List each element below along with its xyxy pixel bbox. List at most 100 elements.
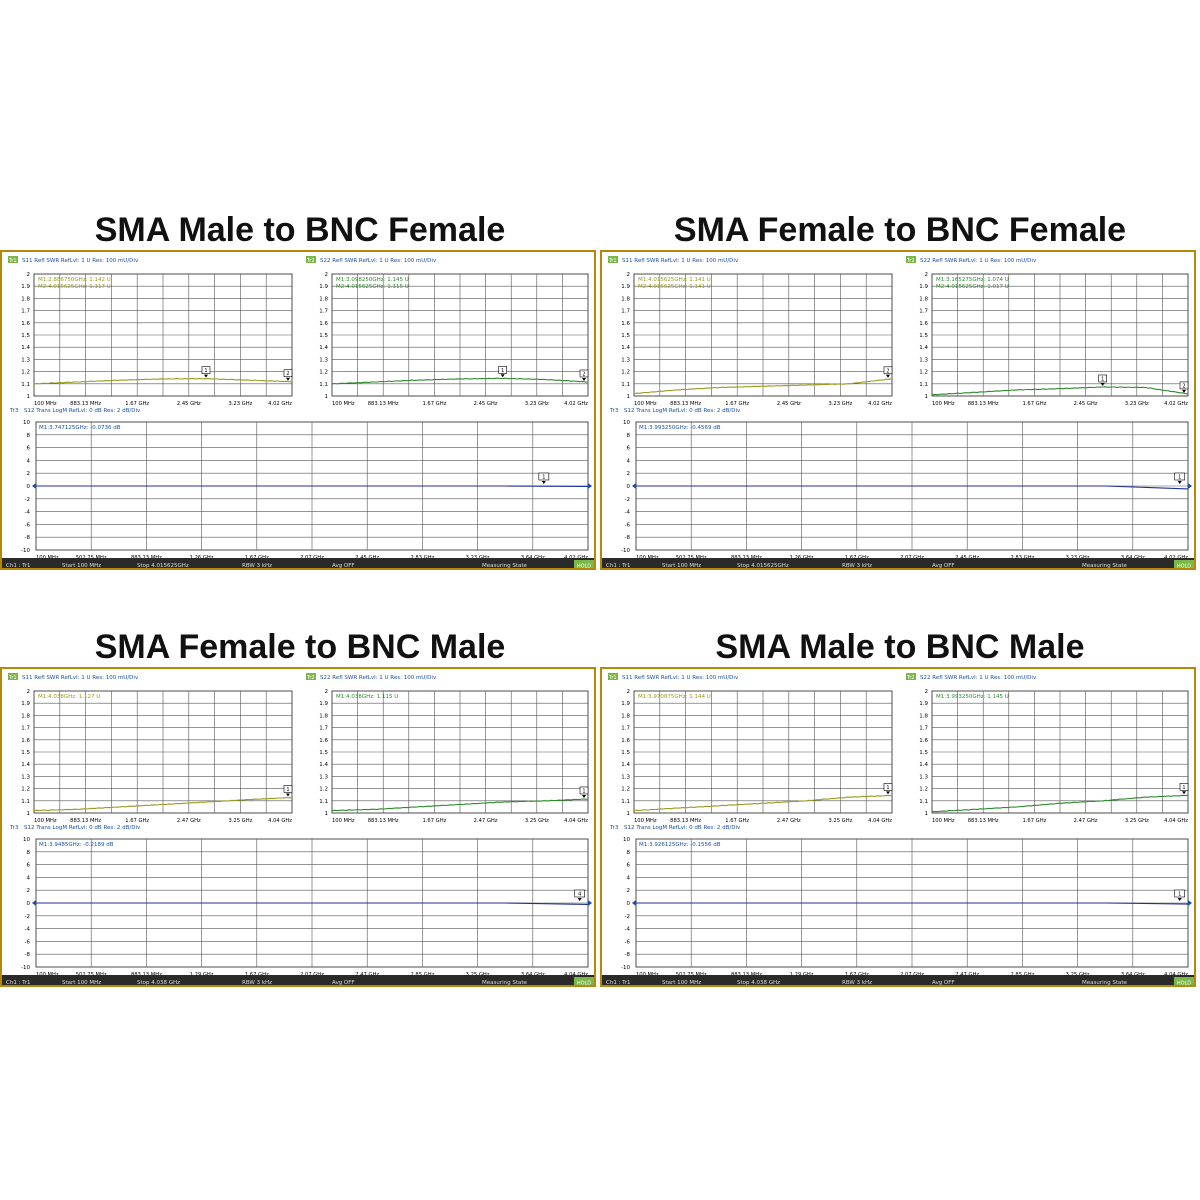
marker-flag[interactable] <box>883 783 893 791</box>
trace-badge[interactable] <box>8 673 18 680</box>
s22-chart: Tr2 S22 Refl SWR RefLvl: 1 U Res: 100 mU/… <box>906 256 1189 407</box>
marker-flag[interactable] <box>201 366 211 374</box>
hold-indicator[interactable] <box>574 977 594 987</box>
s22-trace[interactable] <box>331 377 589 385</box>
y-tick-label: 6 <box>627 863 631 869</box>
marker-arrow-icon <box>1177 481 1182 484</box>
y-tick-label: 10 <box>23 420 30 426</box>
marker-flag[interactable] <box>579 369 589 378</box>
y-tick-label: 1.9 <box>919 284 928 290</box>
s12-chart: Tr3 S12 Trans LogM RefLvl: 0 dB Res: 2 dB… <box>9 408 592 561</box>
x-tick-label: 100 MHz <box>634 401 657 407</box>
trace-id: Tr3 <box>9 408 19 414</box>
s11-trace[interactable] <box>33 377 293 385</box>
analyzer-screen: Tr1 S11 Refl SWR RefLvl: 1 U Res: 100 mU/… <box>0 667 596 987</box>
y-tick-label: 1.6 <box>21 321 30 327</box>
x-tick-label: 100 MHz <box>34 818 57 824</box>
analyzer-svg: Tr1 S11 Refl SWR RefLvl: 1 U Res: 100 mU/… <box>2 673 594 987</box>
y-tick-label: 1.1 <box>919 382 928 388</box>
y-tick-label: 1.5 <box>919 333 928 339</box>
marker-flag[interactable] <box>1174 472 1186 481</box>
s12-chart: Tr3 S12 Trans LogM RefLvl: 0 dB Res: 2 dB… <box>609 825 1192 978</box>
s12-header: S12 Trans LogM RefLvl: 0 dB Res: 2 dB/Di… <box>24 408 141 414</box>
y-tick-label: 1 <box>627 811 631 817</box>
s11-chart: Tr1 S11 Refl SWR RefLvl: 1 U Res: 100 mU/… <box>8 256 293 407</box>
status-start: Start 100 MHz <box>62 563 101 569</box>
status-avg: Avg OFF <box>332 980 355 986</box>
y-tick-label: 8 <box>27 433 31 439</box>
s11-trace[interactable] <box>633 378 893 395</box>
marker-flag[interactable] <box>283 785 293 793</box>
s11-trace[interactable] <box>33 796 293 812</box>
hold-indicator[interactable] <box>574 560 594 570</box>
marker-flag[interactable] <box>1174 889 1186 898</box>
y-tick-label: 1 <box>925 811 929 817</box>
x-tick-label: 100 MHz <box>932 401 955 407</box>
trace-badge[interactable] <box>608 256 618 263</box>
y-tick-label: -10 <box>621 965 630 971</box>
marker-label: 2 <box>1182 383 1185 389</box>
marker-arrow-icon <box>286 377 290 381</box>
trace-badge[interactable] <box>8 256 18 263</box>
s11-header: S11 Refl SWR RefLvl: 1 U Res: 100 mU/Div <box>22 675 139 681</box>
trace-badge[interactable] <box>906 256 916 263</box>
y-tick-label: 1.2 <box>621 370 630 376</box>
x-tick-label: 883.13 MHz <box>670 401 701 407</box>
trace-badge[interactable] <box>906 673 916 680</box>
marker-flag[interactable] <box>1179 783 1189 791</box>
marker-flag[interactable] <box>1098 374 1107 383</box>
marker-flag[interactable] <box>1179 381 1189 390</box>
y-tick-label: -6 <box>25 939 31 945</box>
s22-trace[interactable] <box>931 794 1189 813</box>
status-state: Measuring State <box>1082 563 1128 569</box>
ref-level-icon <box>632 900 636 906</box>
marker-label: 1 <box>886 785 889 791</box>
s22-trace[interactable] <box>931 386 1189 396</box>
marker-flag[interactable] <box>283 369 293 378</box>
y-tick-label: 1.4 <box>21 762 30 768</box>
panel-1: SMA Male to BNC Female Tr1 S11 Refl SWR Re… <box>0 205 600 615</box>
y-tick-label: 1.7 <box>919 309 928 315</box>
y-tick-label: 2 <box>27 888 31 894</box>
s12-trace[interactable] <box>36 902 589 905</box>
y-tick-label: 2 <box>925 272 929 278</box>
y-tick-label: 1.3 <box>919 357 928 363</box>
marker-flag[interactable] <box>883 366 893 375</box>
y-tick-label: 6 <box>627 446 631 452</box>
y-tick-label: 1.1 <box>21 799 30 805</box>
y-tick-label: 1.5 <box>621 333 630 339</box>
ref-level-icon <box>588 900 592 906</box>
x-tick-label: 4.04 GHz <box>1164 818 1188 824</box>
s22-trace[interactable] <box>331 798 589 812</box>
analyzer-svg: Tr1 S11 Refl SWR RefLvl: 1 U Res: 100 mU/… <box>602 673 1194 987</box>
y-tick-label: 1.5 <box>21 750 30 756</box>
hold-indicator[interactable] <box>1174 560 1194 570</box>
y-tick-label: 8 <box>27 850 31 856</box>
trace-badge[interactable] <box>608 673 618 680</box>
marker-flag[interactable] <box>574 889 586 898</box>
marker-arrow-icon <box>1182 389 1186 393</box>
hold-indicator[interactable] <box>1174 977 1194 987</box>
marker-flag[interactable] <box>579 786 589 795</box>
marker-readout: M1:3.970875GHz: 1.144 U <box>638 694 711 700</box>
marker-flag[interactable] <box>538 472 550 481</box>
y-tick-label: 1.6 <box>919 738 928 744</box>
s12-trace[interactable] <box>636 485 1189 490</box>
x-tick-label: 1.67 GHz <box>125 818 149 824</box>
y-tick-label: 1 <box>325 394 329 400</box>
y-tick-label: 1 <box>325 811 329 817</box>
x-tick-label: 3.23 GHz <box>228 401 252 407</box>
x-tick-label: 3.23 GHz <box>1125 401 1149 407</box>
x-tick-label: 883.13 MHz <box>968 401 999 407</box>
y-tick-label: 0 <box>627 484 631 490</box>
y-tick-label: 10 <box>23 837 30 843</box>
marker-flag[interactable] <box>498 366 507 374</box>
y-tick-label: 1 <box>27 394 31 400</box>
trace-badge[interactable] <box>306 673 316 680</box>
y-tick-label: 1.3 <box>319 774 328 780</box>
s11-trace[interactable] <box>633 794 893 812</box>
panel-title: SMA Female to BNC Male <box>94 628 506 666</box>
s12-trace[interactable] <box>636 902 1189 905</box>
trace-badge[interactable] <box>306 256 316 263</box>
y-tick-label: -4 <box>625 510 631 516</box>
